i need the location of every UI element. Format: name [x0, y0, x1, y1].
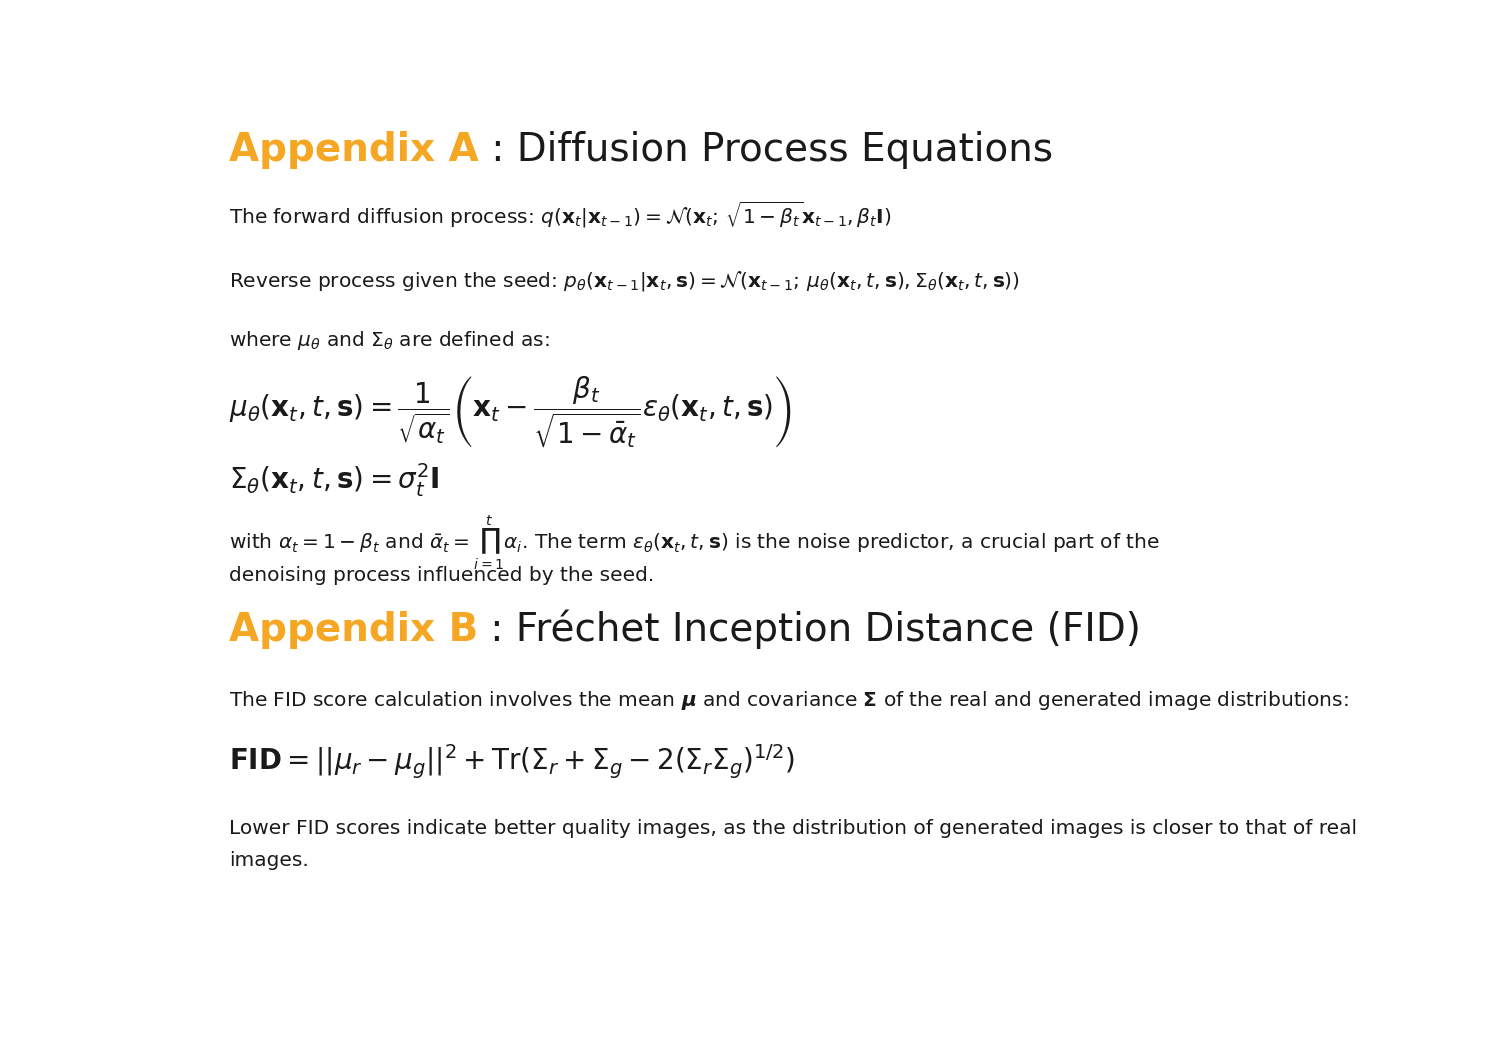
Text: The FID score calculation involves the mean $\boldsymbol{\mu}$ and covariance $\: The FID score calculation involves the m…: [229, 689, 1349, 712]
Text: The forward diffusion process: $q(\mathbf{x}_t|\mathbf{x}_{t-1}) = \mathcal{N}(\: The forward diffusion process: $q(\mathb…: [229, 199, 892, 230]
Text: Appendix B: Appendix B: [229, 612, 478, 649]
Text: : Diffusion Process Equations: : Diffusion Process Equations: [478, 132, 1053, 169]
Text: Reverse process given the seed: $p_\theta(\mathbf{x}_{t-1}|\mathbf{x}_t, \mathbf: Reverse process given the seed: $p_\thet…: [229, 268, 1020, 292]
Text: denoising process influenced by the seed.: denoising process influenced by the seed…: [229, 566, 654, 585]
Text: images.: images.: [229, 851, 308, 870]
Text: with $\alpha_t = 1 - \beta_t$ and $\bar{\alpha}_t = \prod_{i=1}^{t} \alpha_i$. T: with $\alpha_t = 1 - \beta_t$ and $\bar{…: [229, 514, 1160, 572]
Text: $\Sigma_\theta(\mathbf{x}_t, t, \mathbf{s}) = \sigma_t^2 \mathbf{I}$: $\Sigma_\theta(\mathbf{x}_t, t, \mathbf{…: [229, 460, 439, 499]
Text: Lower FID scores indicate better quality images, as the distribution of generate: Lower FID scores indicate better quality…: [229, 820, 1357, 838]
Text: Appendix A: Appendix A: [229, 132, 478, 169]
Text: where $\mu_\theta$ and $\Sigma_\theta$ are defined as:: where $\mu_\theta$ and $\Sigma_\theta$ a…: [229, 329, 549, 352]
Text: : Fréchet Inception Distance (FID): : Fréchet Inception Distance (FID): [478, 610, 1142, 649]
Text: $\mathbf{FID} = ||\mu_r - \mu_g||^2 + \mathrm{Tr}(\Sigma_r + \Sigma_g - 2(\Sigma: $\mathbf{FID} = ||\mu_r - \mu_g||^2 + \m…: [229, 742, 796, 781]
Text: $\mu_\theta(\mathbf{x}_t, t, \mathbf{s}) = \dfrac{1}{\sqrt{\alpha_t}} \left( \ma: $\mu_\theta(\mathbf{x}_t, t, \mathbf{s})…: [229, 375, 793, 450]
